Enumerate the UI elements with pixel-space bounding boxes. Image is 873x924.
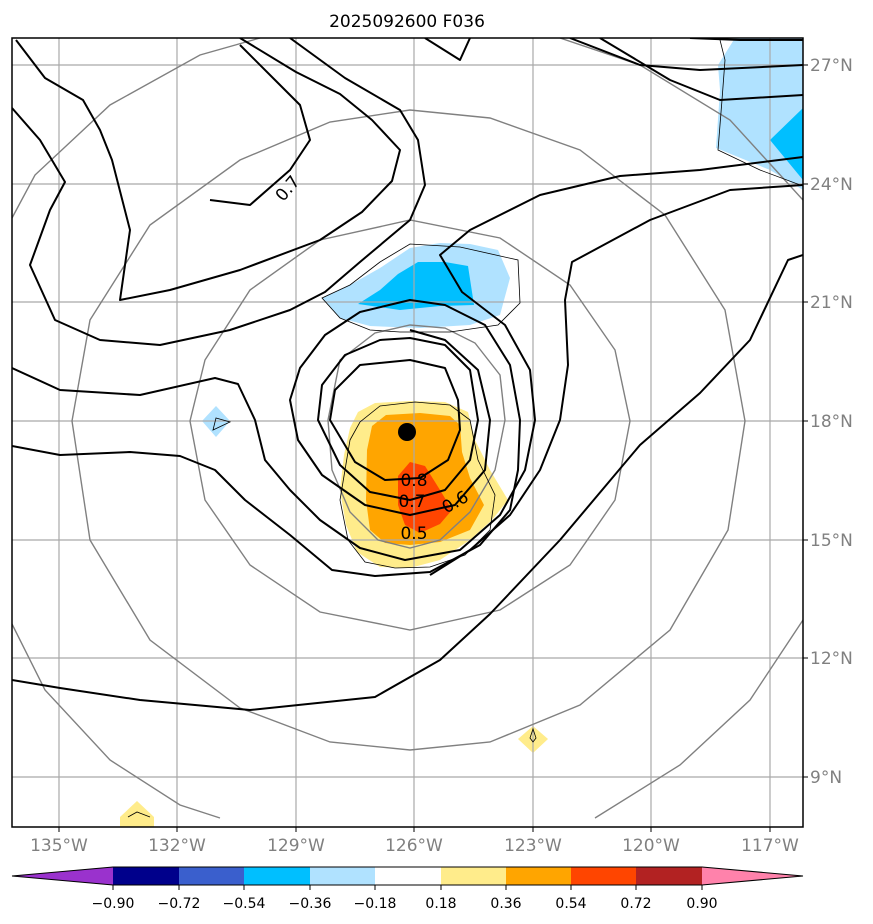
- contour-label-upper-left: 0.7: [272, 172, 305, 206]
- lon-label: 123°W: [504, 836, 562, 856]
- longitude-labels: 135°W 132°W 129°W 126°W 123°W 120°W 117°…: [30, 836, 799, 856]
- colorbar-segment: [244, 867, 310, 885]
- storm-center-marker: [398, 423, 416, 441]
- contour-label-07: 0.7: [398, 492, 425, 512]
- range-rings: [12, 38, 803, 819]
- shade-positive-southwest: [120, 801, 154, 827]
- lat-label: 9°N: [810, 768, 842, 788]
- colorbar-tick-label: 0.72: [620, 896, 651, 912]
- colorbar-segment: [179, 867, 244, 885]
- lon-label: 135°W: [30, 836, 88, 856]
- colorbar-tick-label: −0.54: [223, 896, 266, 912]
- lat-label: 21°N: [810, 293, 853, 313]
- colorbar-over-arrow: [702, 867, 803, 885]
- colorbar-segment: [310, 867, 375, 885]
- colorbar-segment: [506, 867, 571, 885]
- colorbar: −0.90 −0.72 −0.54 −0.36 −0.18 0.18 0.36 …: [11, 866, 804, 912]
- thin-contours: [127, 39, 803, 818]
- colorbar-tick-label: 0.54: [555, 896, 586, 912]
- colorbar-tick-label: 0.90: [686, 896, 717, 912]
- lon-label: 126°W: [385, 836, 443, 856]
- map-area: 0.7 0.8 0.7 0.6 0.5: [12, 38, 803, 827]
- colorbar-tick-label: −0.18: [354, 896, 397, 912]
- lat-label: 18°N: [810, 412, 853, 432]
- colorbar-segment: [441, 867, 506, 885]
- shade-strong-negative-center: [358, 262, 474, 310]
- thick-contours: [12, 38, 803, 711]
- colorbar-tick-label: 0.36: [490, 896, 521, 912]
- shaded-field: [120, 38, 803, 827]
- colorbar-tick-label: 0.18: [425, 896, 456, 912]
- colorbar-segment: [375, 867, 441, 885]
- lon-label: 132°W: [148, 836, 206, 856]
- lat-label: 24°N: [810, 175, 853, 195]
- map-frame: [11, 37, 804, 828]
- shade-strong-negative-upper-right: [770, 108, 803, 180]
- contour-label-05: 0.5: [400, 524, 427, 544]
- colorbar-tick-label: −0.36: [289, 896, 332, 912]
- colorbar-tick-label: −0.90: [92, 896, 135, 912]
- colorbar-segment: [636, 867, 702, 885]
- lon-label: 120°W: [622, 836, 680, 856]
- colorbar-tick-label: −0.72: [158, 896, 201, 912]
- colorbar-segment: [571, 867, 636, 885]
- axis-ticks: [58, 64, 808, 832]
- map-title: 2025092600 F036: [329, 12, 485, 32]
- colorbar-under-arrow: [12, 867, 113, 885]
- lat-label: 27°N: [810, 56, 853, 76]
- lat-label: 12°N: [810, 649, 853, 669]
- lon-label: 129°W: [267, 836, 325, 856]
- latitude-labels: 27°N 24°N 21°N 18°N 15°N 12°N 9°N: [810, 56, 853, 788]
- contour-label-08: 0.8: [400, 471, 427, 491]
- lat-label: 15°N: [810, 531, 853, 551]
- colorbar-segment: [113, 867, 179, 885]
- lon-label: 117°W: [741, 836, 799, 856]
